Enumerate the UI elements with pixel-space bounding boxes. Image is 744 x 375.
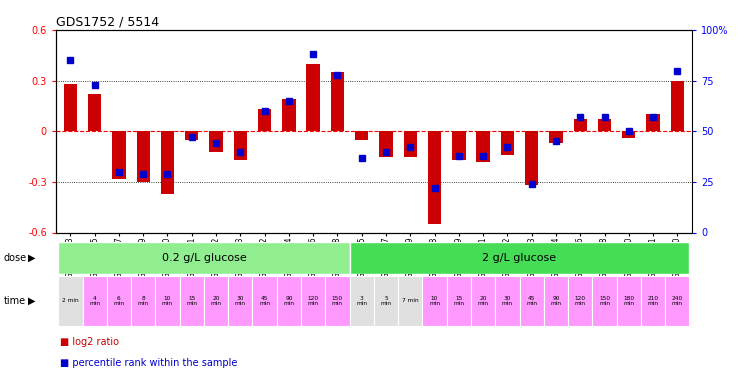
- Text: 30
min: 30 min: [502, 296, 513, 306]
- Bar: [403, 131, 417, 157]
- Bar: [350, 242, 690, 274]
- Bar: [107, 276, 131, 326]
- Bar: [544, 276, 568, 326]
- Text: ■ percentile rank within the sample: ■ percentile rank within the sample: [60, 357, 237, 368]
- Bar: [228, 276, 252, 326]
- Text: 6
min: 6 min: [113, 296, 124, 306]
- Bar: [471, 276, 496, 326]
- Text: GDS1752 / 5514: GDS1752 / 5514: [56, 16, 159, 29]
- Bar: [277, 276, 301, 326]
- Bar: [64, 84, 77, 131]
- Bar: [423, 276, 446, 326]
- Text: 7 min: 7 min: [402, 298, 419, 303]
- Text: 2 min: 2 min: [62, 298, 79, 303]
- Text: 4
min: 4 min: [89, 296, 100, 306]
- Bar: [622, 131, 635, 138]
- Bar: [325, 276, 350, 326]
- Text: ■ log2 ratio: ■ log2 ratio: [60, 337, 118, 347]
- Text: 15
min: 15 min: [186, 296, 197, 306]
- Text: 150
min: 150 min: [599, 296, 610, 306]
- Bar: [428, 131, 441, 224]
- Text: 8
min: 8 min: [138, 296, 149, 306]
- Bar: [476, 131, 490, 162]
- Bar: [641, 276, 665, 326]
- Bar: [350, 276, 374, 326]
- Bar: [598, 119, 611, 131]
- Bar: [258, 110, 272, 131]
- Bar: [112, 131, 126, 178]
- Text: 120
min: 120 min: [307, 296, 318, 306]
- Text: 20
min: 20 min: [211, 296, 222, 306]
- Text: dose: dose: [4, 253, 27, 263]
- Text: 90
min: 90 min: [283, 296, 295, 306]
- Bar: [185, 131, 199, 140]
- Bar: [137, 131, 150, 182]
- Text: 120
min: 120 min: [574, 296, 586, 306]
- Bar: [252, 276, 277, 326]
- Bar: [670, 81, 684, 131]
- Bar: [496, 276, 519, 326]
- Bar: [301, 276, 325, 326]
- Bar: [209, 131, 222, 152]
- Bar: [374, 276, 398, 326]
- Text: 30
min: 30 min: [235, 296, 246, 306]
- Bar: [398, 276, 423, 326]
- Bar: [501, 131, 514, 155]
- Text: 0.2 g/L glucose: 0.2 g/L glucose: [161, 253, 246, 263]
- Text: 2 g/L glucose: 2 g/L glucose: [482, 253, 557, 263]
- Text: 45
min: 45 min: [259, 296, 270, 306]
- Bar: [307, 64, 320, 131]
- Text: 5
min: 5 min: [380, 296, 391, 306]
- Bar: [204, 276, 228, 326]
- Bar: [131, 276, 155, 326]
- Bar: [179, 276, 204, 326]
- Text: ▶: ▶: [28, 253, 36, 263]
- Text: 90
min: 90 min: [551, 296, 562, 306]
- Text: 45
min: 45 min: [526, 296, 537, 306]
- Bar: [568, 276, 592, 326]
- Text: 210
min: 210 min: [647, 296, 658, 306]
- Bar: [446, 276, 471, 326]
- Bar: [88, 94, 101, 131]
- Text: ▶: ▶: [28, 296, 36, 306]
- Bar: [155, 276, 179, 326]
- Bar: [452, 131, 466, 160]
- Bar: [161, 131, 174, 194]
- Bar: [519, 276, 544, 326]
- Bar: [525, 131, 539, 185]
- Bar: [574, 119, 587, 131]
- Bar: [592, 276, 617, 326]
- Bar: [83, 276, 107, 326]
- Bar: [617, 276, 641, 326]
- Bar: [647, 114, 660, 131]
- Bar: [355, 131, 368, 140]
- Text: time: time: [4, 296, 26, 306]
- Bar: [58, 276, 83, 326]
- Bar: [234, 131, 247, 160]
- Bar: [282, 99, 295, 131]
- Bar: [331, 72, 344, 131]
- Text: 240
min: 240 min: [672, 296, 683, 306]
- Bar: [379, 131, 393, 157]
- Text: 20
min: 20 min: [478, 296, 489, 306]
- Text: 150
min: 150 min: [332, 296, 343, 306]
- Text: 10
min: 10 min: [162, 296, 173, 306]
- Bar: [58, 242, 350, 274]
- Text: 10
min: 10 min: [429, 296, 440, 306]
- Text: 3
min: 3 min: [356, 296, 368, 306]
- Bar: [665, 276, 690, 326]
- Bar: [549, 131, 562, 143]
- Text: 15
min: 15 min: [453, 296, 464, 306]
- Text: 180
min: 180 min: [623, 296, 635, 306]
